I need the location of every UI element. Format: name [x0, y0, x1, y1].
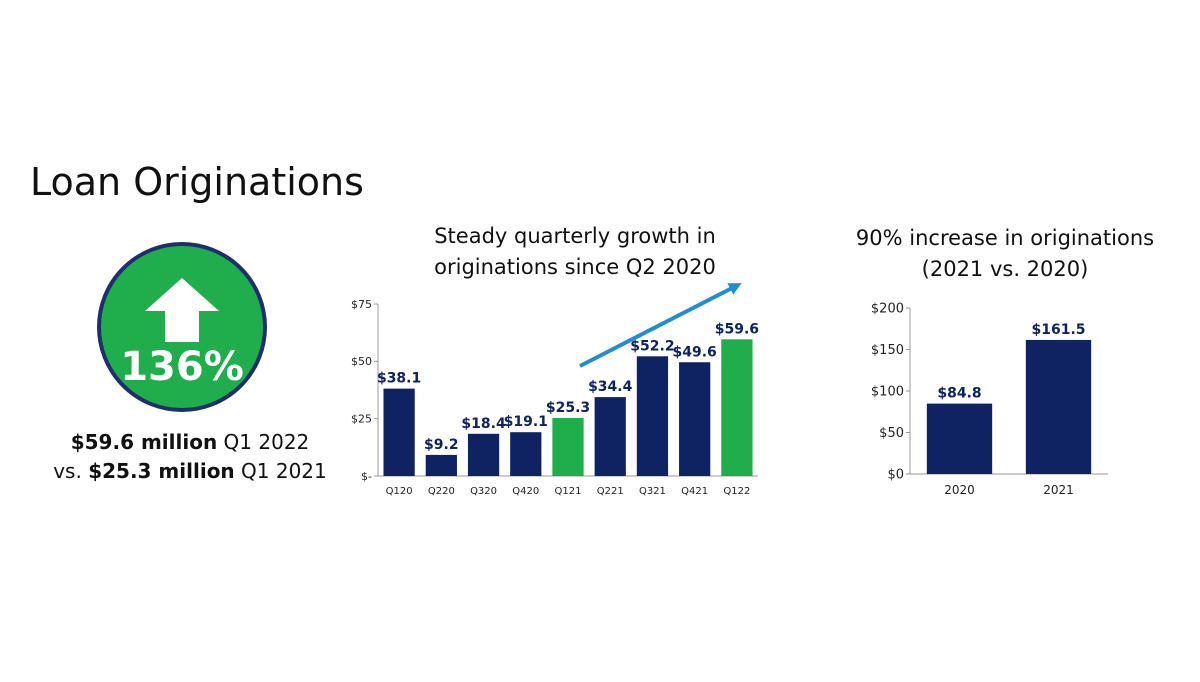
y-tick-label: $25: [351, 413, 372, 426]
page-title: Loan Originations: [30, 160, 364, 204]
annual-chart-title-line2: (2021 vs. 2020): [921, 257, 1089, 281]
y-tick-label: $150: [871, 343, 904, 358]
y-tick-label: $50: [351, 355, 372, 368]
bar-q122: [721, 339, 753, 476]
bar-q420: [510, 432, 542, 476]
x-tick-label: Q122: [723, 486, 750, 497]
summary-current-value: $59.6 million: [70, 430, 218, 454]
growth-percent: 136%: [120, 344, 244, 390]
trend-arrow: [579, 283, 742, 368]
x-tick-label: 2021: [1043, 483, 1074, 497]
bar-q221: [594, 397, 626, 476]
y-tick-label: $0: [887, 468, 904, 483]
y-tick-label: $100: [871, 385, 904, 400]
bar-q321: [636, 356, 669, 476]
data-label: $34.4: [588, 379, 633, 395]
bar-2021: [1025, 339, 1092, 474]
x-tick-label: Q421: [681, 486, 708, 497]
data-label: $18.4: [461, 416, 506, 432]
x-tick-label: Q220: [428, 486, 455, 497]
data-label: $161.5: [1031, 322, 1085, 338]
summary-text: $59.6 million Q1 2022 vs. $25.3 million …: [40, 428, 340, 486]
quarterly-bar-chart: $- $25 $50 $75 $38.1 Q120 $9.2 Q220 $18.4 Q320 $19…: [351, 283, 759, 497]
summary-prior-value: $25.3 million: [88, 459, 235, 483]
summary-vs: vs.: [53, 459, 82, 483]
data-label: $49.6: [673, 344, 717, 360]
y-tick-label: $200: [871, 302, 904, 317]
bar-q421: [679, 362, 711, 476]
quarterly-chart-title-line2: originations since Q2 2020: [434, 255, 716, 279]
x-tick-label: 2020: [944, 483, 975, 497]
bar-q320: [467, 433, 500, 476]
data-label: $19.1: [504, 414, 548, 430]
y-tick-label: $75: [351, 298, 372, 311]
x-tick-label: Q221: [597, 486, 624, 497]
bar-2020: [926, 403, 993, 474]
data-label: $52.2: [630, 338, 674, 354]
growth-circle: 136%: [97, 242, 267, 412]
up-arrow-icon: [145, 278, 219, 342]
data-label: $25.3: [546, 400, 590, 416]
quarterly-chart-title-line1: Steady quarterly growth in: [434, 224, 716, 248]
summary-prior-period: Q1 2021: [241, 459, 327, 483]
x-tick-label: Q320: [470, 486, 497, 497]
x-tick-label: Q321: [639, 486, 666, 497]
annual-chart-title: 90% increase in originations (2021 vs. 2…: [820, 223, 1190, 285]
data-label: $9.2: [424, 437, 459, 453]
x-tick-label: Q121: [555, 486, 582, 497]
bar-q220: [425, 454, 457, 476]
x-tick-label: Q420: [512, 486, 539, 497]
data-label: $84.8: [937, 386, 981, 402]
data-label: $38.1: [377, 371, 421, 387]
y-tick-label: $50: [879, 426, 904, 441]
quarterly-chart-title: Steady quarterly growth in originations …: [380, 221, 770, 283]
bar-q120: [383, 388, 415, 476]
annual-chart-title-line1: 90% increase in originations: [855, 226, 1155, 250]
x-tick-label: Q120: [386, 486, 413, 497]
data-label: $59.6: [715, 321, 759, 337]
annual-bar-chart: $0 $50 $100 $150 $200 $84.8 2020 $161.5 2021: [871, 302, 1108, 497]
y-tick-label: $-: [361, 470, 372, 483]
bar-q121: [552, 417, 584, 476]
summary-current-period: Q1 2022: [223, 430, 310, 454]
